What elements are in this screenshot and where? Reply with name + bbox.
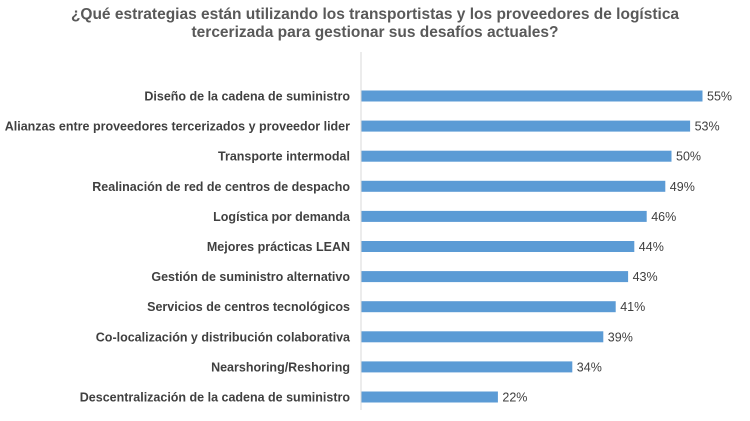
category-label: Co-localización y distribución colaborat… — [96, 330, 351, 344]
category-label: Nearshoring/Reshoring — [211, 360, 350, 374]
data-label: 53% — [695, 120, 720, 134]
category-label: Logística por demanda — [213, 210, 351, 224]
bar — [361, 271, 629, 283]
data-label: 44% — [639, 240, 664, 254]
bar — [361, 361, 573, 373]
bar — [361, 180, 666, 192]
bar — [361, 301, 616, 313]
category-label: Descentralización de la cadena de sumini… — [80, 391, 351, 405]
data-label: 43% — [633, 270, 658, 284]
bar — [361, 331, 604, 343]
category-label: Alianzas entre proveedores tercerizados … — [5, 120, 350, 134]
data-label: 34% — [577, 360, 602, 374]
category-label: Servicios de centros tecnológicos — [147, 300, 350, 314]
bar — [361, 241, 635, 252]
data-label: 39% — [608, 330, 633, 344]
data-label: 41% — [620, 300, 645, 314]
data-label: 46% — [651, 210, 676, 224]
data-label: 55% — [707, 90, 732, 104]
bar — [361, 120, 691, 132]
bar — [361, 391, 498, 403]
category-label: Diseño de la cadena de suministro — [144, 90, 350, 104]
category-label: Mejores prácticas LEAN — [207, 240, 350, 254]
chart-title: ¿Qué estrategias están utilizando los tr… — [0, 6, 750, 42]
category-label: Transporte intermodal — [218, 150, 350, 164]
category-label: Gestión de suministro alternativo — [151, 270, 350, 284]
category-label: Realinación de red de centros de despach… — [92, 180, 350, 194]
bar — [361, 210, 647, 222]
chart-title-line-1: ¿Qué estrategias están utilizando los tr… — [70, 6, 680, 23]
bar — [361, 90, 703, 102]
data-label: 49% — [670, 180, 695, 194]
chart-title-line-2: tercerizada para gestionar sus desafíos … — [191, 24, 559, 41]
data-label: 22% — [502, 391, 527, 405]
data-label: 50% — [676, 150, 701, 164]
bar — [361, 150, 672, 162]
